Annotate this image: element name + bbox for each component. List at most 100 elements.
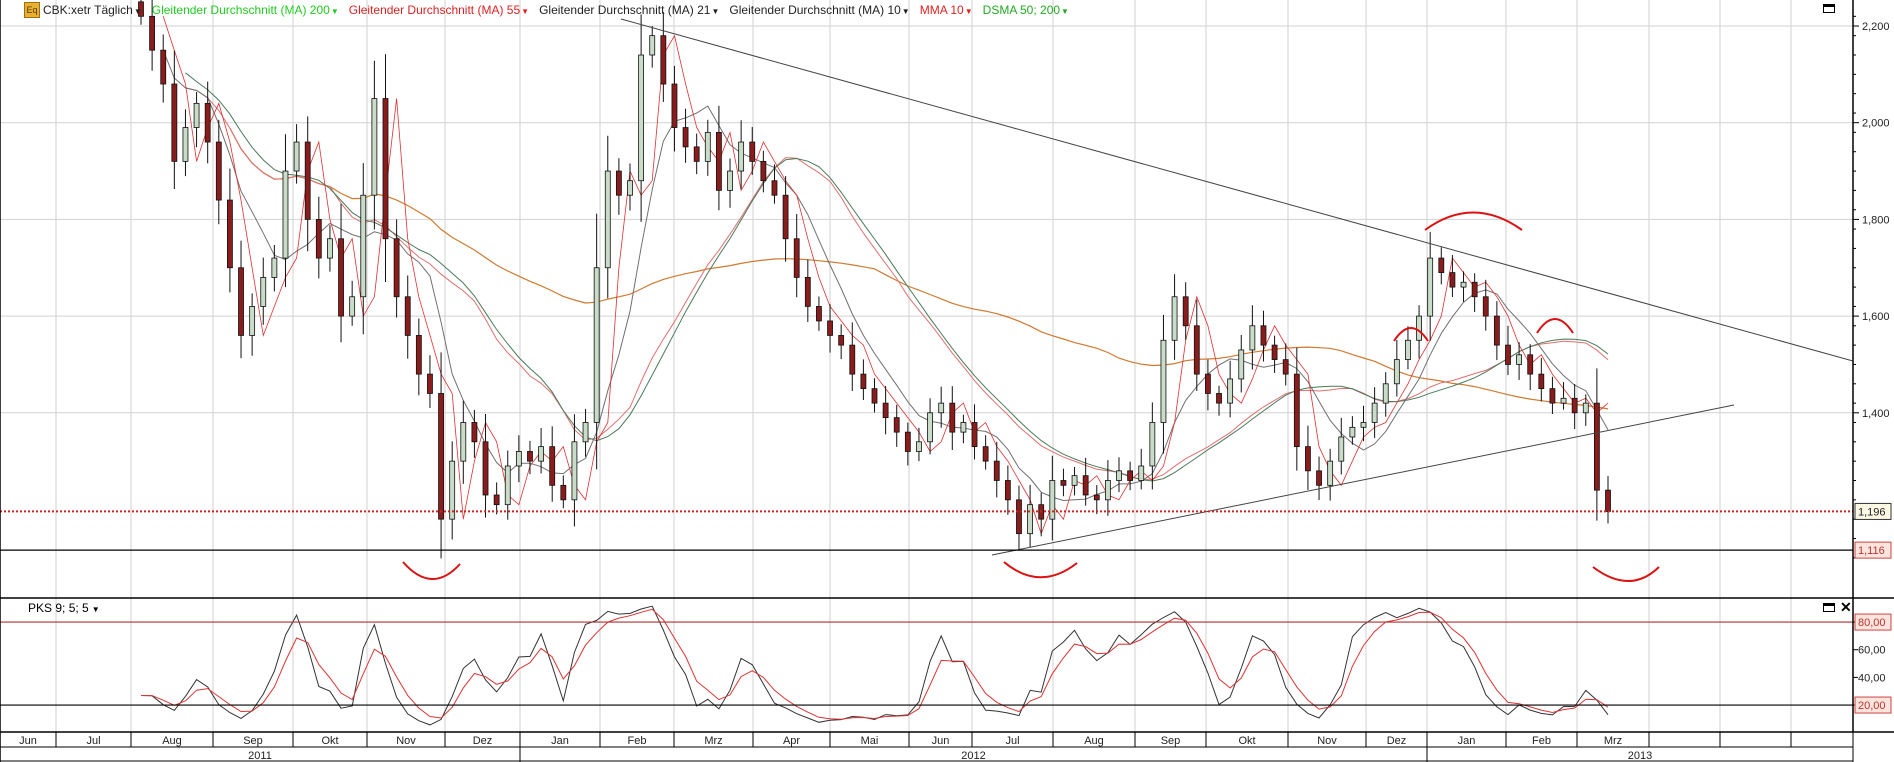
candle[interactable] <box>1571 384 1578 429</box>
maximize-oscillator-button[interactable] <box>1823 603 1835 612</box>
candle[interactable] <box>1449 254 1456 298</box>
candle[interactable] <box>449 441 456 540</box>
candle[interactable] <box>1338 417 1345 475</box>
candle[interactable] <box>360 163 367 335</box>
candle[interactable] <box>1349 416 1356 445</box>
candle[interactable] <box>871 378 878 413</box>
candle[interactable] <box>993 441 1000 498</box>
candle[interactable] <box>1060 468 1067 497</box>
candle[interactable] <box>327 225 333 272</box>
candle[interactable] <box>227 168 233 293</box>
indicator-4[interactable]: MMA 10▼ <box>920 3 973 17</box>
candle[interactable] <box>704 119 711 176</box>
candle[interactable] <box>1593 368 1600 521</box>
candle[interactable] <box>1527 344 1534 391</box>
candle[interactable] <box>949 386 956 451</box>
candle[interactable] <box>260 257 267 325</box>
candle[interactable] <box>893 404 900 447</box>
candle[interactable] <box>1104 460 1111 516</box>
candle[interactable] <box>293 124 300 184</box>
candle[interactable] <box>904 422 911 466</box>
candle[interactable] <box>1093 485 1100 515</box>
candle[interactable] <box>1016 485 1022 551</box>
candle[interactable] <box>349 280 356 326</box>
candle[interactable] <box>1605 476 1611 524</box>
candle[interactable] <box>1382 372 1389 417</box>
candle[interactable] <box>1049 455 1056 541</box>
candle[interactable] <box>304 116 311 252</box>
candle[interactable] <box>771 164 778 204</box>
candle[interactable] <box>1327 448 1334 501</box>
candle[interactable] <box>671 65 678 152</box>
candle[interactable] <box>638 14 645 222</box>
candle[interactable] <box>849 322 856 392</box>
candle[interactable] <box>793 214 800 298</box>
resistance-trendline[interactable] <box>620 18 1853 362</box>
candle[interactable] <box>716 105 722 211</box>
candle[interactable] <box>1216 385 1222 416</box>
candle[interactable] <box>515 435 522 483</box>
candle[interactable] <box>582 408 589 457</box>
candle[interactable] <box>982 435 989 470</box>
candle[interactable] <box>1260 310 1267 362</box>
candle[interactable] <box>527 440 533 475</box>
candle[interactable] <box>960 414 967 444</box>
eq-icon[interactable]: Eq <box>24 2 40 18</box>
candle[interactable] <box>1316 456 1322 501</box>
candle[interactable] <box>504 450 511 520</box>
candle[interactable] <box>760 150 767 193</box>
candle[interactable] <box>727 158 733 208</box>
candle[interactable] <box>1227 360 1234 418</box>
candle[interactable] <box>1471 273 1478 312</box>
candle[interactable] <box>1182 282 1189 340</box>
candle[interactable] <box>1549 376 1556 415</box>
candle[interactable] <box>693 133 700 175</box>
oscillator-pane[interactable] <box>140 605 1609 726</box>
candle[interactable] <box>215 119 222 225</box>
candle[interactable] <box>1538 357 1545 402</box>
candle[interactable] <box>393 219 400 318</box>
candle[interactable] <box>149 0 156 71</box>
candle[interactable] <box>315 196 322 279</box>
candle[interactable] <box>1171 274 1178 360</box>
candle[interactable] <box>138 0 144 25</box>
candle[interactable] <box>1582 394 1589 426</box>
candle[interactable] <box>1249 305 1256 370</box>
candle[interactable] <box>460 400 467 484</box>
candle[interactable] <box>827 304 833 353</box>
price-pane[interactable] <box>138 0 1611 559</box>
candle[interactable] <box>627 163 633 211</box>
candle[interactable] <box>482 414 489 518</box>
candle[interactable] <box>860 359 867 400</box>
candle[interactable] <box>1405 326 1411 370</box>
indicator-5[interactable]: DSMA 50; 200▼ <box>983 3 1069 17</box>
candle[interactable] <box>660 11 667 102</box>
candle[interactable] <box>1493 301 1500 361</box>
indicator-1[interactable]: Gleitender Durchschnitt (MA) 55▼ <box>349 3 529 17</box>
candle[interactable] <box>1149 402 1156 490</box>
candle[interactable] <box>1293 347 1300 471</box>
candle[interactable] <box>538 428 544 474</box>
candle[interactable] <box>682 108 689 163</box>
candle[interactable] <box>1138 448 1145 490</box>
candle[interactable] <box>1460 271 1467 302</box>
candle[interactable] <box>927 398 933 455</box>
candle[interactable] <box>749 127 756 175</box>
candle[interactable] <box>182 109 189 177</box>
candle[interactable] <box>1082 457 1089 506</box>
candle[interactable] <box>271 245 278 292</box>
candle[interactable] <box>1305 425 1311 490</box>
candle[interactable] <box>1193 299 1200 392</box>
candle[interactable] <box>371 60 378 230</box>
candle[interactable] <box>238 240 244 359</box>
candle[interactable] <box>1205 359 1211 411</box>
candle[interactable] <box>816 296 822 331</box>
candle[interactable] <box>404 275 411 359</box>
candle[interactable] <box>1004 465 1011 515</box>
candle[interactable] <box>1560 382 1567 410</box>
candle[interactable] <box>338 203 344 343</box>
candle[interactable] <box>1427 231 1434 341</box>
candle[interactable] <box>382 54 389 283</box>
candle[interactable] <box>282 134 289 288</box>
candle[interactable] <box>1371 387 1378 438</box>
